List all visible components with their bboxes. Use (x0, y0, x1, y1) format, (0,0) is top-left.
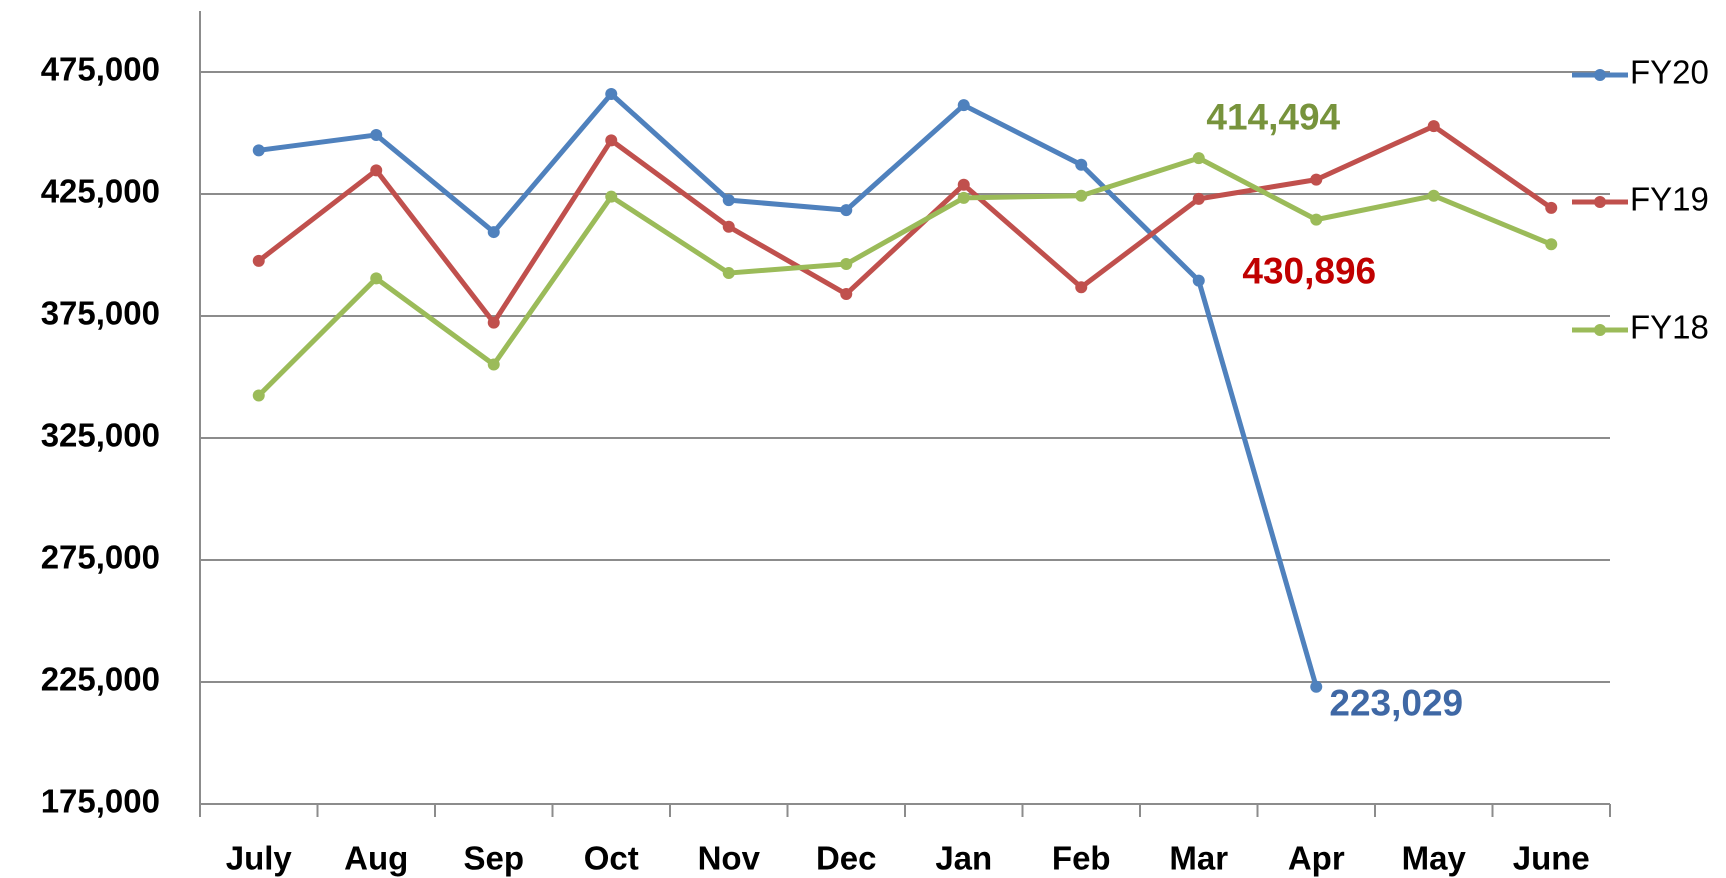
data-point (1545, 238, 1558, 251)
legend-label: FY20 (1630, 54, 1709, 91)
data-point (1427, 120, 1440, 133)
y-tick-label: 225,000 (41, 661, 160, 698)
y-tick-label: 325,000 (41, 417, 160, 454)
y-tick-label: 425,000 (41, 173, 160, 210)
data-point (840, 258, 853, 271)
data-point (840, 288, 853, 301)
x-tick-label: Apr (1288, 840, 1345, 877)
data-point (1545, 201, 1558, 214)
legend-label: FY18 (1630, 309, 1709, 346)
x-tick-label: Jan (935, 840, 992, 877)
data-point (957, 178, 970, 191)
x-tick-label: June (1513, 840, 1590, 877)
data-point (957, 99, 970, 112)
x-tick-label: Mar (1169, 840, 1228, 877)
y-tick-label: 475,000 (41, 51, 160, 88)
data-point (1310, 213, 1323, 226)
data-point (1192, 274, 1205, 287)
legend-marker (1594, 324, 1606, 336)
data-point (1427, 189, 1440, 202)
data-point (605, 190, 618, 203)
x-tick-label: Nov (698, 840, 761, 877)
data-point (370, 128, 383, 141)
x-tick-label: Oct (584, 840, 639, 877)
data-point (370, 272, 383, 285)
data-point (370, 164, 383, 177)
data-point (605, 87, 618, 100)
series-line (257, 123, 1553, 326)
data-point (487, 316, 500, 329)
value-label: 414,494 (1206, 96, 1340, 137)
data-point (722, 220, 735, 233)
data-point (1075, 158, 1088, 171)
series-line (256, 155, 1553, 398)
legend-marker (1594, 196, 1606, 208)
data-point (1075, 189, 1088, 202)
data-point (722, 194, 735, 207)
data-point (487, 226, 500, 239)
x-tick-label: Dec (816, 840, 877, 877)
series-line (258, 91, 1319, 688)
data-point (1075, 281, 1088, 294)
data-point (957, 191, 970, 204)
x-tick-label: Aug (344, 840, 408, 877)
y-tick-label: 275,000 (41, 539, 160, 576)
data-point (252, 389, 265, 402)
data-point (252, 144, 265, 157)
data-point (1310, 173, 1323, 186)
data-point (605, 134, 618, 147)
x-tick-label: July (226, 840, 293, 877)
y-tick-label: 175,000 (41, 783, 160, 820)
data-point (1192, 192, 1205, 205)
data-point (1310, 680, 1323, 693)
data-point (1192, 152, 1205, 165)
data-point (252, 254, 265, 267)
data-point (722, 267, 735, 280)
value-label: 430,896 (1242, 250, 1376, 291)
data-point (487, 358, 500, 371)
x-tick-label: Feb (1052, 840, 1111, 877)
legend-marker (1594, 69, 1606, 81)
y-tick-label: 375,000 (41, 295, 160, 332)
value-label: 223,029 (1329, 683, 1463, 724)
data-point (840, 204, 853, 217)
x-tick-label: Sep (463, 840, 524, 877)
legend-label: FY19 (1630, 181, 1709, 218)
x-tick-label: May (1402, 840, 1467, 877)
